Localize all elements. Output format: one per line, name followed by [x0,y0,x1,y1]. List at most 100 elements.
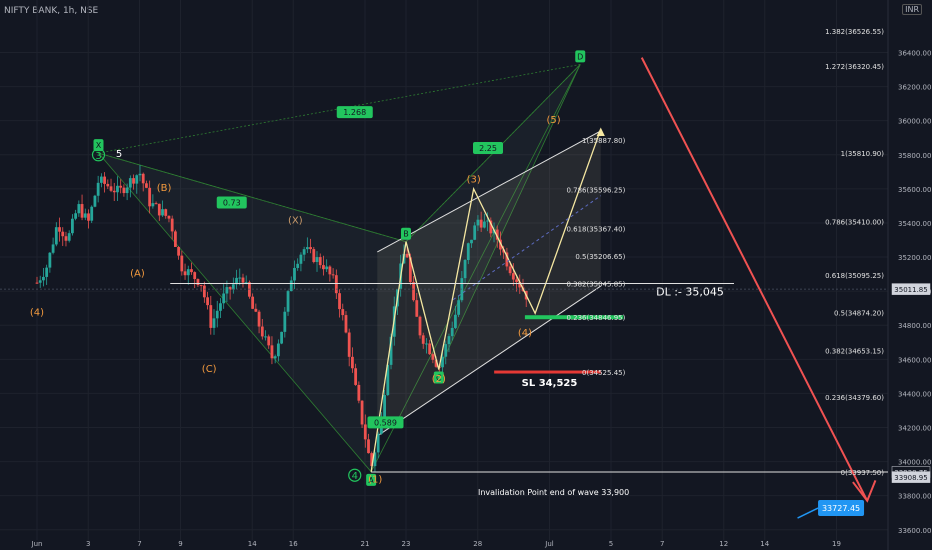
candle-body [444,344,448,357]
candle-body [215,310,219,319]
ratio-label: 1.268 [343,108,366,117]
ratio-label: 0.73 [223,199,241,208]
candle-body [254,308,258,312]
y-tick-label: 34800.00 [898,322,931,330]
candle-body [231,284,235,290]
projection-dashed [452,195,602,301]
pattern-point-label: A [368,476,374,485]
x-tick-label: 14 [760,540,769,548]
x-tick-label: 28 [473,540,482,548]
ratio-label: 2.25 [479,144,497,153]
y-tick-label: 33800.00 [898,493,931,501]
candle-body [389,336,393,365]
candle-body [122,187,126,194]
pattern-point-label: X [96,141,102,150]
wave-label: (A) [130,268,145,279]
candle-body [209,305,213,328]
fib-level-right: 0.618(35095.25) [825,272,884,280]
candle-body [164,209,168,216]
xb-line [98,152,407,243]
channel-upper [377,130,601,253]
candle-body [177,246,181,256]
wave-label: (5) [547,115,561,126]
candle-body [289,280,293,292]
candle-body [54,227,58,245]
candle-body [286,291,290,312]
candle-body [109,186,113,191]
candle-body [312,249,316,263]
candle-body [482,221,486,228]
y-tick-label: 34000.00 [898,459,931,467]
candle-body [83,213,87,218]
candle-body [415,300,419,317]
channel-lower [377,285,602,437]
x-tick-label: 23 [402,540,411,548]
ratio-box [367,416,404,429]
candle-body [296,263,300,268]
candle-body [428,343,432,355]
wave-label: (4) [30,308,44,319]
candle-body [518,281,522,288]
fib-level-left: 1(35887.80) [582,137,626,145]
fib-level-right: 0.382(34653.15) [825,347,884,355]
candle-body [128,178,132,188]
candle-body [338,293,341,310]
wave-label: 5 [116,149,122,160]
ratio-box [216,196,247,209]
fib-level-left: 0.5(35206.65) [575,253,625,261]
candle-body [328,266,332,275]
wave-circle [348,468,362,482]
y-tick-label: 36400.00 [898,50,931,58]
candle-body [90,206,94,221]
candle-body [173,231,177,247]
candle-body [412,282,415,301]
candle-body [447,336,451,345]
fib-level-right: 1(35810.90) [841,150,885,158]
candle-body [167,215,171,219]
candle-body [199,285,203,287]
pattern-point-marker [93,139,104,152]
candle-body [280,331,284,344]
candle-body [454,314,457,328]
wave-arrowhead [596,127,605,137]
candle-body [157,203,161,216]
symbol-title: NIFTY BANK, 1h, NSE [4,6,99,16]
y-tick-label: 33600.00 [898,527,931,535]
price-tag [891,283,931,295]
candle-body [183,271,187,276]
candle-body [58,227,61,232]
price-tag-label: 35011.85 [894,286,927,294]
candle-body [511,273,515,280]
candle-body [283,311,287,332]
pattern-point-label: C [436,374,442,383]
currency-badge[interactable]: INR [902,4,922,15]
candle-body [151,203,155,207]
candle-body [141,173,145,184]
stop-loss-bar [494,370,601,374]
candle-body [186,269,190,276]
x-tick-label: 9 [178,540,182,548]
candle-body [45,267,49,277]
candle-body [325,266,329,270]
candle-body [450,327,454,337]
candle-body [225,287,229,294]
candle-body [77,204,81,214]
wave-label: (C) [202,364,217,375]
fib-level-left: 0.382(35045.85) [566,280,625,288]
candle-body [489,220,493,234]
y-tick-label: 36200.00 [898,84,931,92]
x-tick-label: 5 [609,540,613,548]
candle-body [74,213,78,219]
candle-body [270,345,274,359]
candle-body [505,252,509,267]
price-tag [891,471,931,483]
candle-body [473,225,477,240]
fib-level-left: 0.236(34846.95) [566,314,625,322]
candle-body [341,309,345,316]
candle-body [119,185,123,188]
candle-body [148,187,152,207]
pattern-point-marker [366,473,377,486]
candle-body [206,297,209,306]
fib-level-left: 0(34525.45) [582,369,626,377]
